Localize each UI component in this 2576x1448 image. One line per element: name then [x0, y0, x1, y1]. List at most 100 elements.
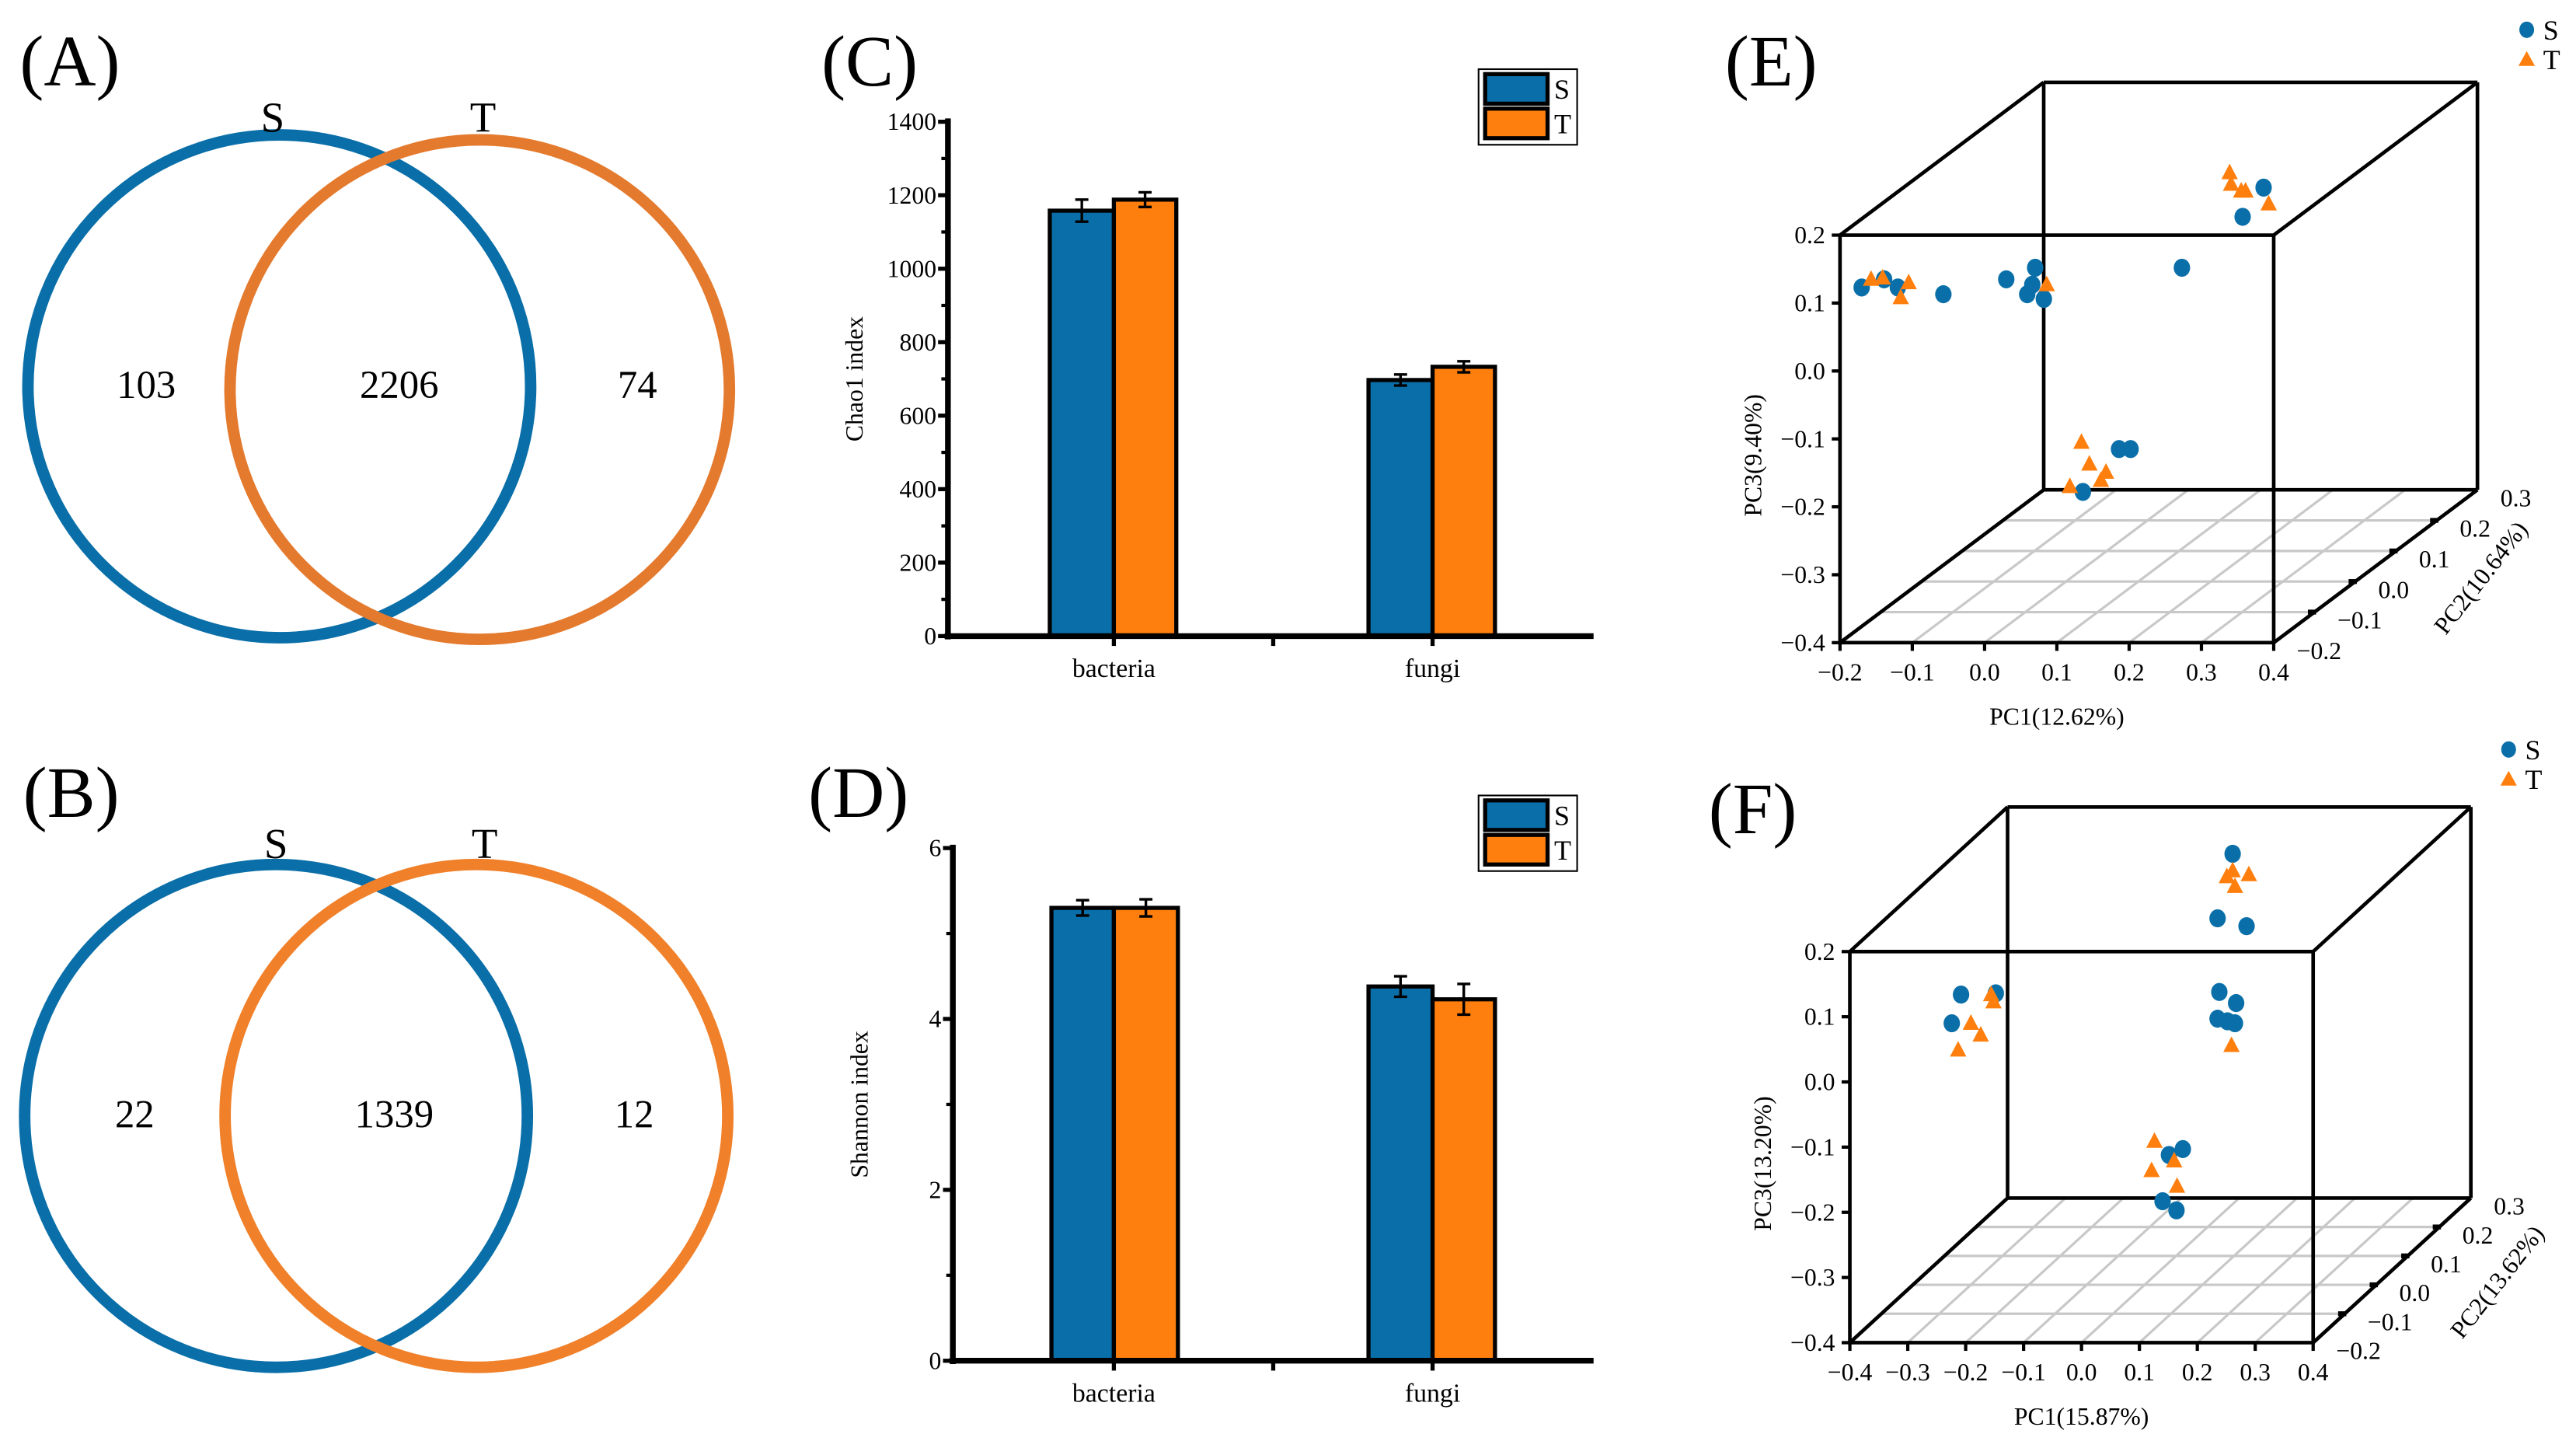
legend-swatch-T [1483, 106, 1550, 141]
panel-label-d: (D) [808, 753, 908, 833]
y-tick-label: −0.2 [1780, 494, 1825, 521]
y-tick-label: 2 [929, 1176, 942, 1203]
point-T [2222, 175, 2240, 191]
y-axis-title: PC3(13.20%) [1749, 1096, 1776, 1231]
point-T [2221, 163, 2238, 180]
legend-swatch-T [1483, 832, 1550, 867]
z-axis-title: PC2(13.62%) [2445, 1220, 2550, 1343]
x-tick-label: bacteria [1072, 654, 1156, 683]
y-tick-label: −0.3 [1790, 1264, 1835, 1291]
x-tick-label: bacteria [1072, 1380, 1156, 1408]
venn-count-t-only: 74 [618, 363, 657, 406]
venn-circle-s [19, 858, 534, 1373]
z-tick-label: 0.0 [2400, 1279, 2431, 1307]
y-tick-label: 4 [929, 1006, 942, 1033]
y-tick-label: 0.0 [1794, 358, 1825, 385]
point-S [2154, 1192, 2171, 1211]
x-tick-label: −0.1 [1890, 658, 1935, 686]
point-S [2168, 1201, 2185, 1219]
point-T [1985, 993, 2002, 1009]
z-tick-label: −0.1 [2368, 1308, 2413, 1335]
point-S [2074, 483, 2091, 501]
y-tick-label: −0.3 [1780, 561, 1825, 588]
panel-label-b: (B) [23, 753, 120, 833]
point-T [1972, 1026, 1989, 1042]
y-tick-label: 400 [900, 476, 937, 503]
floor-grid-line [2055, 488, 2262, 644]
venn-count-s-only: 22 [115, 1093, 155, 1136]
point-T [1950, 1041, 1967, 1057]
legend-marker-S [2501, 741, 2516, 758]
chao1-bar-chart: 0 200 400 600 800 1000 1200 1400 bacteria fungi Ch… [841, 68, 1594, 683]
point-T [2169, 1177, 2186, 1193]
y-tick-label: 0.1 [1804, 1003, 1835, 1031]
floor-grid-line [2201, 488, 2407, 644]
point-T [2062, 477, 2079, 494]
bar-T-fungi [1430, 365, 1497, 639]
z-tick-label: 0.0 [2378, 576, 2409, 603]
x-tick-label: −0.1 [2001, 1359, 2046, 1386]
legend-swatch-S [1483, 72, 1550, 106]
box-edge [1848, 805, 2010, 954]
point-S [2255, 178, 2272, 197]
floor-grid-line [2196, 1197, 2356, 1344]
point-S [1953, 986, 1970, 1004]
z-tick-label: −0.2 [2336, 1338, 2381, 1365]
x-tick-label: 0.4 [2298, 1359, 2329, 1386]
point-T [1892, 288, 1909, 305]
error-bar [1457, 982, 1471, 1017]
panel-label-e: (E) [1725, 22, 1818, 102]
y-tick-label: 600 [900, 402, 937, 429]
box-edge [2312, 805, 2473, 954]
z-tick-label: −0.1 [2337, 607, 2383, 634]
y-tick-label: 1000 [887, 255, 936, 282]
legend-label: S [2543, 15, 2559, 46]
z-tick-label: 0.3 [2494, 1193, 2525, 1220]
point-T [1962, 1014, 1979, 1031]
legend-label: S [2525, 734, 2540, 766]
point-S [2224, 844, 2241, 864]
point-T [2226, 877, 2243, 893]
y-tick-label: 1400 [887, 108, 936, 135]
bar-S-bacteria [1049, 905, 1117, 1363]
venn-label-t: T [470, 93, 497, 141]
floor-grid-line [2139, 1197, 2299, 1344]
venn-label-s: S [261, 93, 285, 141]
point-S [2238, 916, 2255, 936]
point-S [1943, 1014, 1961, 1033]
panel-label-c: (C) [821, 22, 918, 102]
floor-grid-line [1906, 1197, 2067, 1344]
legend-marker-T [2500, 770, 2517, 786]
point-S [2035, 290, 2052, 309]
x-tick-label: fungi [1405, 1380, 1460, 1408]
box-edge [1848, 1196, 2010, 1345]
y-tick-label: 0.1 [1794, 289, 1825, 316]
floor-grid-line [2254, 1197, 2414, 1344]
point-S [2174, 1139, 2191, 1159]
point-S [2226, 1014, 2243, 1033]
point-T [2143, 1161, 2160, 1178]
shannon-bar-chart: 0 2 4 6 bacteria fungi Shannon index ST [845, 794, 1594, 1408]
z-tick-label: 0.1 [2419, 546, 2450, 573]
error-bar [1393, 373, 1407, 387]
floor-grid-line [2128, 488, 2334, 644]
z-tick-label: 0.1 [2431, 1251, 2462, 1278]
error-bar [1393, 975, 1407, 999]
bar-S-fungi [1366, 984, 1435, 1363]
point-T [2240, 865, 2257, 881]
point-T [2146, 1132, 2163, 1148]
y-tick-label: 0.2 [1794, 222, 1825, 249]
x-tick-label: fungi [1405, 654, 1460, 683]
y-axis-title: Chao1 index [841, 316, 868, 441]
legend-marker-S [2519, 21, 2535, 38]
y-tick-label: −0.1 [1790, 1133, 1835, 1160]
legend-label: T [1554, 108, 1571, 139]
x-tick-label: 0.0 [2066, 1359, 2097, 1386]
bar-S-fungi [1366, 378, 1435, 639]
x-tick-label: 0.2 [2114, 658, 2145, 686]
error-bar [1075, 198, 1089, 223]
y-tick-label: −0.4 [1790, 1329, 1835, 1356]
box-edge [2272, 81, 2479, 237]
x-tick-label: 0.2 [2182, 1359, 2213, 1386]
